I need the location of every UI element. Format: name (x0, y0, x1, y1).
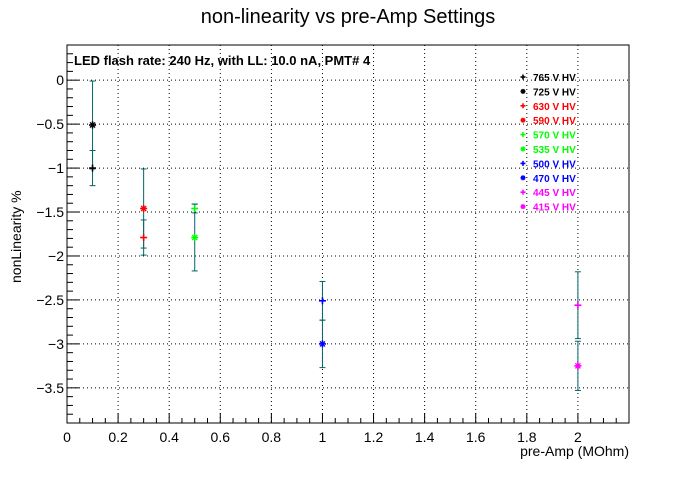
data-point (140, 205, 148, 213)
x-tick-label: 0.2 (108, 429, 128, 445)
x-tick-label: 1 (319, 429, 327, 445)
x-tick-label: 1.8 (517, 429, 537, 445)
y-axis-label: nonLinearity % (8, 190, 24, 283)
x-tick-label: 0.8 (262, 429, 282, 445)
legend-entry-label: 630 V HV (533, 102, 576, 113)
data-point (89, 121, 97, 129)
x-tick-label: 0.6 (211, 429, 231, 445)
y-tick-label: −1.5 (36, 204, 64, 220)
y-tick-label: −2 (48, 248, 64, 264)
data-point (89, 164, 97, 172)
legend-entry-label: 415 V HV (533, 203, 576, 214)
y-tick-label: 0 (56, 72, 64, 88)
legend-marker (520, 117, 526, 123)
data-point (318, 340, 326, 348)
legend-marker (520, 204, 526, 210)
legend-entry-label: 470 V HV (533, 174, 576, 185)
x-tick-label: 1.6 (466, 429, 486, 445)
legend-entry-label: 535 V HV (533, 145, 576, 156)
y-tick-label: −3.5 (36, 380, 64, 396)
legend-entry-label: 500 V HV (533, 159, 576, 170)
legend-marker (520, 74, 526, 80)
x-tick-label: 0.4 (159, 429, 179, 445)
legend-marker (520, 189, 526, 195)
grid-lines (67, 45, 629, 423)
data-markers (89, 121, 582, 370)
data-point (574, 301, 582, 309)
legend: 765 V HV 725 V HV 630 V HV 590 V HV 570 V HV… (520, 73, 576, 214)
data-point (140, 234, 148, 242)
data-point (574, 362, 582, 370)
legend-marker (520, 146, 526, 152)
chart-title: non-linearity vs pre-Amp Settings (201, 6, 496, 28)
data-point (318, 297, 326, 305)
legend-marker (520, 160, 526, 166)
data-point (191, 234, 199, 242)
legend-entry-label: 590 V HV (533, 116, 576, 127)
x-tick-label: 2 (574, 429, 582, 445)
legend-marker (520, 103, 526, 109)
x-tick-label: 1.2 (364, 429, 384, 445)
x-axis-label: pre-Amp (MOhm) (520, 443, 629, 459)
data-point (191, 205, 199, 213)
x-tick-label: 0 (63, 429, 71, 445)
legend-entry-label: 570 V HV (533, 131, 576, 142)
legend-marker (520, 132, 526, 138)
y-tick-label: −0.5 (36, 116, 64, 132)
y-tick-label: −2.5 (36, 292, 64, 308)
legend-marker (520, 175, 526, 181)
axis-ticks: 0 0.2 0.4 0.6 0.8 1 1.2 1.4 1.6 1.8 2 0 −0.5 −1 −1.5 −2… (36, 44, 617, 445)
y-tick-label: −3 (48, 336, 64, 352)
legend-entry-label: 445 V HV (533, 188, 576, 199)
legend-entry-label: 765 V HV (533, 73, 576, 84)
chart-subtitle: LED flash rate: 240 Hz, with LL: 10.0 nA… (74, 53, 371, 68)
x-tick-label: 1.4 (415, 429, 435, 445)
legend-entry-label: 725 V HV (533, 87, 576, 98)
legend-marker (520, 88, 526, 94)
y-tick-label: −1 (48, 160, 64, 176)
